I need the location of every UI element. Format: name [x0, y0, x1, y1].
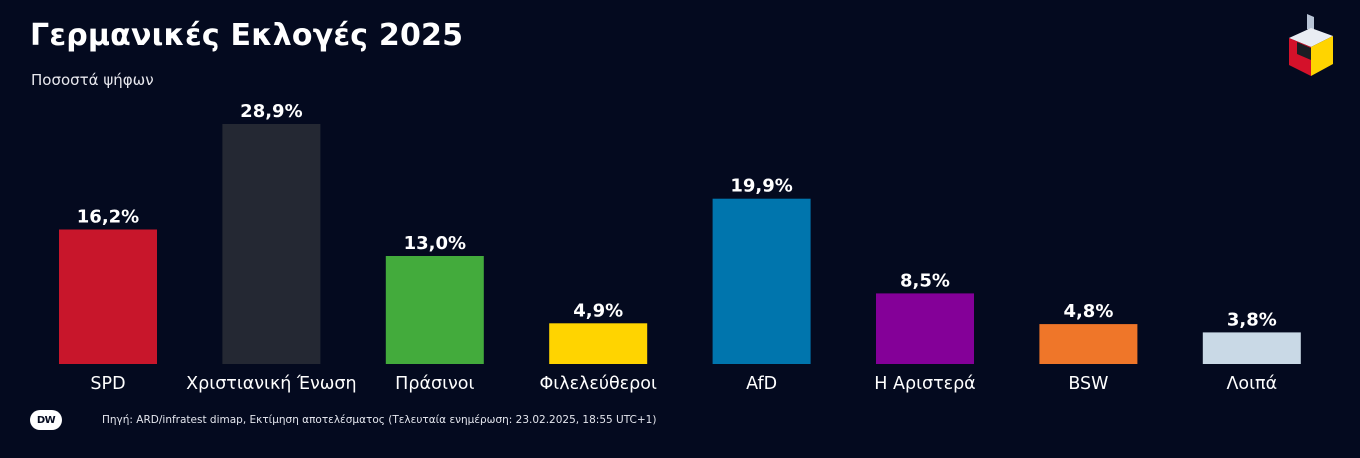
value-label-6: 4,8%	[1063, 301, 1113, 322]
bar-7	[1202, 332, 1301, 364]
chart-subtitle: Ποσοστά ψήφων	[31, 71, 154, 89]
bar-chart: 16,2% SPD 28,9% Χριστιανική Ένωση 13,0% Πράσι…	[59, 101, 1301, 394]
category-label-5: Η Αριστερά	[874, 374, 975, 394]
bar-0	[59, 229, 157, 364]
bar-4	[712, 198, 811, 364]
value-label-3: 4,9%	[573, 300, 623, 321]
dw-logo-icon: DW	[30, 410, 62, 430]
bar-5	[876, 293, 974, 364]
bar-2	[385, 256, 484, 364]
value-label-5: 8,5%	[900, 270, 950, 291]
value-label-4: 19,9%	[730, 176, 792, 197]
value-label-0: 16,2%	[77, 207, 139, 228]
category-label-1: Χριστιανική Ένωση	[186, 374, 356, 394]
bar-6	[1039, 324, 1138, 364]
category-label-6: BSW	[1068, 374, 1108, 394]
category-label-4: AfD	[746, 374, 777, 394]
category-label-0: SPD	[90, 374, 125, 394]
value-label-7: 3,8%	[1227, 309, 1277, 330]
bar-1	[222, 124, 321, 364]
value-label-2: 13,0%	[404, 233, 466, 254]
ballot-box-icon	[1289, 14, 1333, 76]
chart-title: Γερμανικές Εκλογές 2025	[30, 18, 464, 53]
bar-3	[549, 323, 648, 364]
footer: DW Πηγή: ARD/infratest dimap, Εκτίμηση α…	[30, 409, 656, 431]
value-label-1: 28,9%	[240, 101, 302, 122]
source-note: Πηγή: ARD/infratest dimap, Εκτίμηση αποτ…	[102, 414, 657, 426]
category-label-3: Φιλελεύθεροι	[540, 374, 657, 394]
category-label-7: Λοιπά	[1226, 374, 1277, 394]
category-label-2: Πράσινοι	[395, 374, 474, 394]
